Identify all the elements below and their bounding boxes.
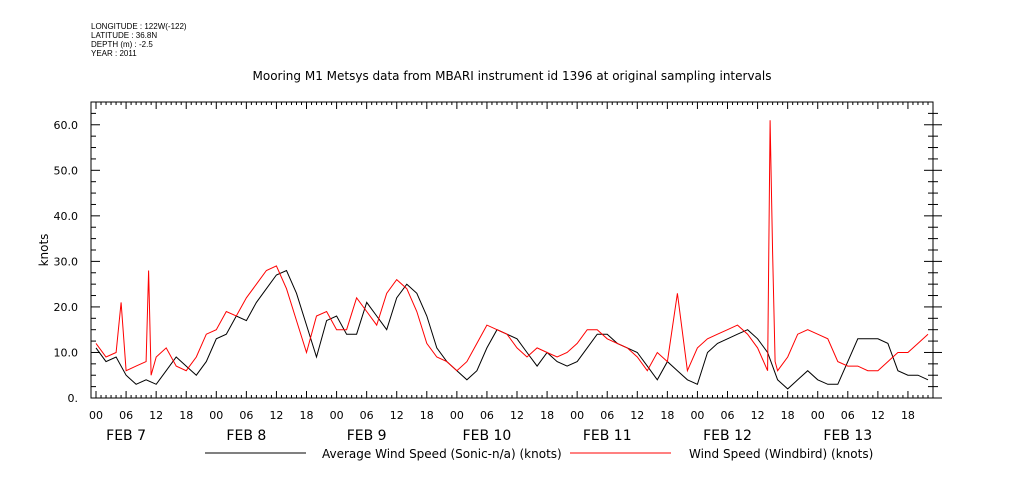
y-tick-label: 0. [68, 392, 79, 405]
x-tick-label: 18 [540, 409, 554, 422]
x-tick-label: 00 [330, 409, 344, 422]
x-tick-label: 12 [871, 409, 885, 422]
x-tick-label: 00 [570, 409, 584, 422]
x-tick-label: 06 [600, 409, 614, 422]
day-label: FEB 13 [823, 428, 872, 444]
x-tick-label: 18 [420, 409, 434, 422]
station-metadata: LONGITUDE : 122W(-122) LATITUDE : 36.8N … [91, 22, 187, 58]
day-label: FEB 8 [226, 428, 266, 444]
y-tick-label: 20.0 [54, 301, 79, 314]
y-tick-label: 30.0 [54, 255, 79, 268]
depth-label: DEPTH (m) : -2.5 [91, 40, 153, 49]
x-tick-label: 00 [209, 409, 223, 422]
x-tick-label: 06 [119, 409, 133, 422]
x-tick-label: 00 [89, 409, 103, 422]
x-tick-label: 18 [781, 409, 795, 422]
day-label: FEB 11 [583, 428, 632, 444]
day-label: FEB 7 [106, 428, 146, 444]
x-tick-label: 18 [901, 409, 915, 422]
legend: Average Wind Speed (Sonic-n/a) (knots) Wi… [205, 447, 873, 461]
x-axis: 00 06 12 18 00 06 12 18 00 06 12 18 00 06 12 18 00 06 12 18… [89, 102, 929, 444]
x-tick-label: 06 [721, 409, 735, 422]
legend-label-windbird: Wind Speed (Windbird) (knots) [689, 447, 873, 461]
longitude-label: LONGITUDE : 122W(-122) [91, 22, 187, 31]
x-tick-label: 12 [149, 409, 163, 422]
x-tick-label: 12 [510, 409, 524, 422]
day-label: FEB 10 [463, 428, 512, 444]
y-tick-label: 40.0 [54, 210, 79, 223]
x-tick-label: 12 [751, 409, 765, 422]
x-tick-label: 06 [841, 409, 855, 422]
y-tick-label: 10.0 [54, 346, 79, 359]
y-tick-label: 50.0 [54, 164, 79, 177]
x-tick-label: 06 [480, 409, 494, 422]
x-tick-label: 00 [690, 409, 704, 422]
y-axis-label: knots [37, 234, 51, 267]
y-axis: 0. 10.0 20.0 30.0 40.0 50.0 60.0 [54, 112, 942, 405]
day-label: FEB 9 [347, 428, 387, 444]
legend-label-average: Average Wind Speed (Sonic-n/a) (knots) [322, 447, 562, 461]
x-tick-label: 12 [269, 409, 283, 422]
series-layer [95, 120, 929, 390]
chart-title: Mooring M1 Metsys data from MBARI instru… [253, 69, 772, 83]
y-tick-label: 60.0 [54, 119, 79, 132]
x-tick-label: 12 [390, 409, 404, 422]
x-tick-label: 12 [630, 409, 644, 422]
latitude-label: LATITUDE : 36.8N [91, 31, 158, 40]
series-line-average-wind-speed [95, 269, 929, 390]
x-tick-label: 18 [300, 409, 314, 422]
x-tick-label: 18 [179, 409, 193, 422]
x-tick-label: 06 [239, 409, 253, 422]
plot-frame [90, 101, 934, 399]
x-tick-label: 00 [450, 409, 464, 422]
x-tick-label: 00 [811, 409, 825, 422]
x-tick-label: 06 [360, 409, 374, 422]
series-line-windbird-wind-speed [95, 120, 929, 376]
x-tick-label: 18 [660, 409, 674, 422]
day-label: FEB 12 [703, 428, 752, 444]
year-label: YEAR : 2011 [91, 49, 137, 58]
